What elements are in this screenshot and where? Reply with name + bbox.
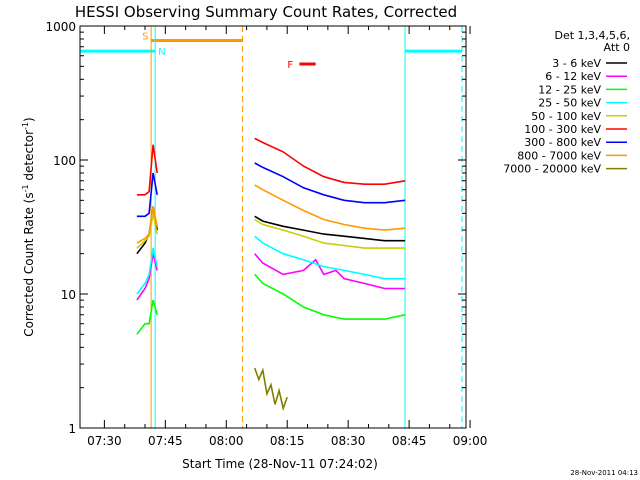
y-axis-label-part1: Corrected Count Rate (s	[22, 192, 36, 336]
timestamp: 28-Nov-2011 04:13	[570, 469, 638, 477]
y-tick-label: 10	[61, 288, 76, 302]
y-axis-label: Corrected Count Rate (s-1 detector-1)	[21, 117, 36, 336]
series-line	[254, 137, 406, 185]
legend-entry-label: 12 - 25 keV	[538, 83, 601, 96]
x-tick-label: 09:00	[453, 434, 488, 448]
series-line	[136, 206, 158, 244]
s-label: S	[142, 31, 148, 42]
x-tick-label: 08:45	[392, 434, 427, 448]
y-tick-label: 1	[68, 422, 76, 436]
x-tick-label: 08:15	[270, 434, 305, 448]
legend-entry-label: 25 - 50 keV	[538, 97, 601, 110]
series-line	[136, 247, 158, 295]
y-axis-label-sup2: -1	[21, 122, 30, 130]
y-axis-label-sup1: -1	[21, 184, 30, 192]
series-line	[254, 162, 406, 204]
x-tick-label: 08:30	[331, 434, 366, 448]
series-line	[136, 299, 158, 335]
series-line	[136, 213, 158, 249]
series-line	[254, 235, 406, 280]
legend-header-1: Det 1,3,4,5,6,	[554, 29, 630, 42]
y-tick-label: 1000	[45, 20, 76, 34]
series-line	[253, 367, 288, 412]
legend-entry-label: 6 - 12 keV	[545, 70, 601, 83]
legend-entry-label: 50 - 100 keV	[531, 110, 601, 123]
legend-header-2: Att 0	[604, 41, 630, 54]
x-axis-label: Start Time (28-Nov-11 07:24:02)	[182, 457, 378, 471]
n-label: N	[158, 47, 165, 58]
series-line	[254, 253, 406, 290]
plot-area: SN F	[80, 26, 463, 428]
chart-title: HESSI Observing Summary Count Rates, Cor…	[75, 3, 457, 21]
series-line	[254, 218, 406, 249]
series-line	[254, 184, 406, 231]
x-tick-label: 07:45	[148, 434, 183, 448]
series-line	[136, 172, 158, 218]
legend-entry-label: 3 - 6 keV	[552, 57, 601, 70]
series-line	[136, 253, 158, 301]
legend-entry-label: 800 - 7000 keV	[517, 149, 601, 162]
legend-entry-label: 100 - 300 keV	[524, 123, 601, 136]
plot-frame	[79, 25, 467, 429]
f-label: F	[287, 60, 293, 71]
legend-entry-label: 300 - 800 keV	[524, 136, 601, 149]
series-line	[136, 144, 158, 196]
x-tick-label: 08:00	[209, 434, 244, 448]
y-tick-label: 100	[53, 154, 76, 168]
y-axis-label-part2: detector	[22, 130, 36, 185]
series-line	[254, 215, 406, 242]
x-tick-label: 07:30	[87, 434, 122, 448]
legend-entry-label: 7000 - 20000 keV	[503, 163, 601, 176]
series-line	[254, 273, 406, 320]
axis-ticks: 07:30 07:45 08:00 08:15 08:30 08:45 09:00 1 10 10…	[45, 20, 487, 448]
y-axis-label-part3: )	[22, 117, 36, 122]
